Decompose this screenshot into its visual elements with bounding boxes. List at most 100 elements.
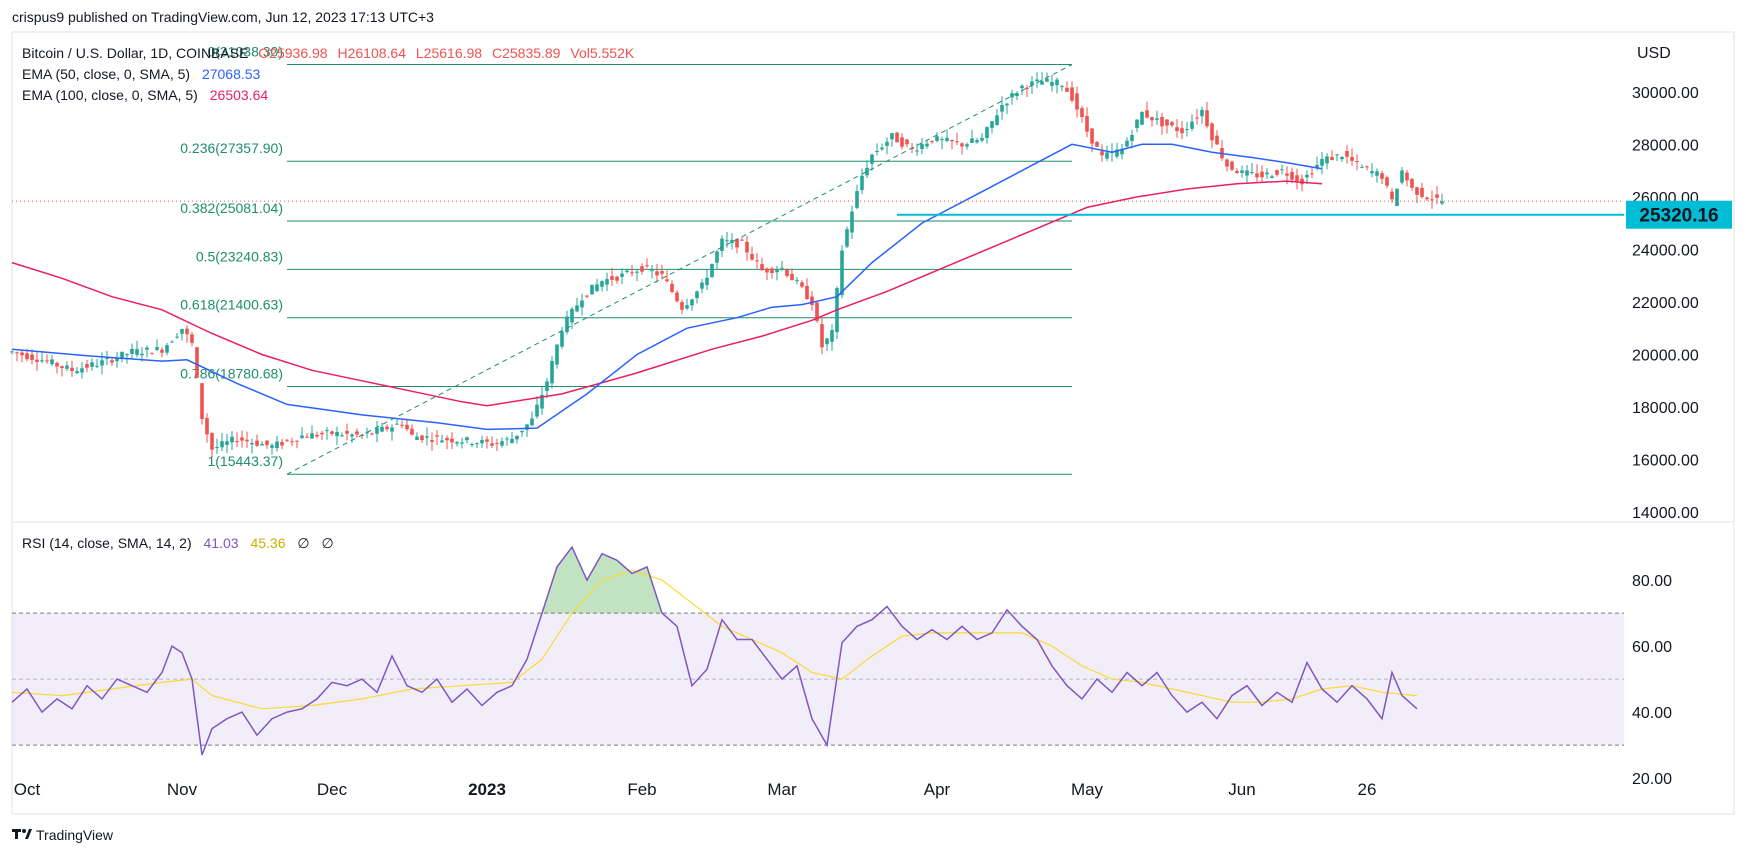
candle-body: [1295, 175, 1299, 181]
tradingview-footer[interactable]: TradingView: [12, 827, 114, 843]
candle-body: [1240, 170, 1244, 173]
candle-body: [740, 239, 744, 241]
candle-body: [790, 273, 794, 281]
candle-body: [205, 418, 209, 435]
candle-body: [400, 424, 404, 426]
price-tick-label: 18000.00: [1632, 400, 1699, 417]
candle-body: [380, 426, 384, 432]
candle-body: [250, 443, 254, 445]
candle-body: [65, 365, 69, 369]
candle-body: [990, 121, 994, 128]
ema100-label: EMA (100, close, 0, SMA, 5): [22, 87, 198, 103]
price-tick-label: 16000.00: [1632, 453, 1699, 470]
candle-body: [620, 273, 624, 277]
candle-body: [210, 433, 214, 450]
candle-body: [550, 360, 554, 384]
candle-body: [245, 439, 249, 442]
time-tick-label: Jun: [1228, 780, 1255, 799]
candle-body: [1170, 122, 1174, 126]
candle-body: [385, 426, 389, 430]
candle-body: [1435, 194, 1439, 198]
candle-body: [435, 435, 439, 437]
candle-body: [570, 308, 574, 323]
candle-body: [340, 435, 344, 437]
candle-body: [540, 394, 544, 409]
candle-body: [180, 328, 184, 334]
candle-body: [1015, 93, 1019, 97]
candle-body: [80, 368, 84, 373]
candle-body: [45, 360, 49, 362]
fibonacci-retracement[interactable]: 0(31038.30) 0.236(27357.90) 0.382(25081.04…: [180, 44, 1072, 475]
candle-body: [1165, 119, 1169, 126]
candle-body: [460, 442, 464, 444]
candle-body: [1225, 159, 1229, 167]
candle-body: [670, 283, 674, 292]
candle-body: [140, 353, 144, 356]
price-axis[interactable]: USD 14000.00 16000.00 18000.00 20000.00 2200…: [1632, 45, 1699, 522]
candle-body: [240, 437, 244, 441]
price-pane[interactable]: 0(31038.30) 0.236(27357.90) 0.382(25081.04…: [10, 44, 1624, 475]
currency-label: USD: [1637, 45, 1671, 62]
candle-body: [285, 439, 289, 441]
candle-body: [1060, 86, 1064, 88]
candle-body: [1185, 129, 1189, 130]
legend-ema50[interactable]: EMA (50, close, 0, SMA, 5) 27068.53: [22, 66, 261, 82]
candle-body: [1325, 156, 1329, 164]
candle-body: [1135, 119, 1139, 128]
fibonacci-trend-line[interactable]: [286, 64, 1073, 475]
candle-body: [975, 140, 979, 143]
rsi-line[interactable]: [11, 545, 1418, 756]
rsi-sma-line[interactable]: [11, 569, 1418, 710]
rsi-tick-label: 80.00: [1632, 573, 1672, 590]
candle-body: [785, 269, 789, 276]
candle-body: [1380, 173, 1384, 179]
rsi-axis[interactable]: 20.00 40.00 60.00 80.00: [1632, 573, 1672, 788]
candle-body: [1000, 105, 1004, 112]
candle-body: [465, 437, 469, 441]
time-axis[interactable]: Oct Nov Dec 2023 Feb Mar Apr May Jun 26: [14, 780, 1377, 799]
candle-body: [635, 271, 639, 273]
candle-body: [715, 251, 719, 263]
fib-level-label: 0.382(25081.04): [180, 200, 283, 216]
candle-body: [1440, 201, 1444, 204]
time-tick-label: May: [1071, 780, 1104, 799]
candle-body: [1415, 187, 1419, 195]
candle-body: [640, 266, 644, 272]
legend-ema100[interactable]: EMA (100, close, 0, SMA, 5) 26503.64: [22, 87, 268, 103]
candle-body: [115, 358, 119, 362]
ema100-line[interactable]: [11, 180, 1323, 407]
candle-body: [320, 432, 324, 435]
candle-body: [530, 418, 534, 426]
candle-body: [700, 282, 704, 289]
candlestick-series[interactable]: [10, 72, 1444, 458]
candle-body: [1345, 151, 1349, 157]
candle-body: [1430, 199, 1434, 201]
time-tick-label: Dec: [317, 780, 348, 799]
candle-body: [195, 347, 199, 378]
legend-symbol-line: Bitcoin / U.S. Dollar, 1D, COINBASE O259…: [22, 45, 635, 61]
candle-body: [775, 270, 779, 273]
candle-body: [1065, 87, 1069, 92]
candle-body: [705, 277, 709, 286]
candle-body: [965, 144, 969, 147]
candle-body: [125, 354, 129, 356]
candle-body: [690, 299, 694, 306]
candle-body: [405, 424, 409, 430]
rsi-pane[interactable]: [11, 545, 1624, 756]
candle-body: [1245, 170, 1249, 176]
candle-body: [15, 352, 19, 354]
candle-body: [685, 305, 689, 309]
candle-body: [1125, 140, 1129, 147]
time-tick-label: Apr: [924, 780, 951, 799]
price-tick-label: 20000.00: [1632, 348, 1699, 365]
candle-body: [325, 430, 329, 432]
candle-body: [1195, 117, 1199, 119]
candle-body: [455, 442, 459, 444]
candle-body: [1300, 178, 1304, 185]
rsi-tick-label: 40.00: [1632, 705, 1672, 722]
candle-body: [645, 265, 649, 267]
rsi-legend: RSI (14, close, SMA, 14, 2) 41.03 45.36 …: [22, 535, 334, 551]
candle-body: [1425, 197, 1429, 200]
ema50-value: 27068.53: [202, 66, 261, 82]
ema50-line[interactable]: [11, 143, 1323, 431]
